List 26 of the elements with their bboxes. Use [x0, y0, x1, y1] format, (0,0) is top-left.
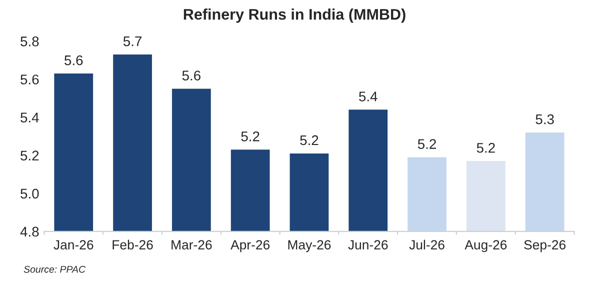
x-tick-label: Jan-26: [54, 240, 94, 250]
source-note: Source: PPAC: [24, 266, 86, 273]
data-label: 5.6: [64, 55, 83, 66]
data-label: 5.7: [123, 36, 142, 46]
data-label: 5.2: [418, 139, 436, 149]
data-label: 5.6: [182, 70, 200, 80]
x-tick-label: Jun-26: [348, 240, 388, 250]
x-tick-label: Feb-26: [112, 240, 153, 250]
data-label: 5.2: [476, 142, 495, 153]
data-label: 5.4: [359, 92, 378, 102]
y-tick-label: 5.6: [20, 74, 39, 84]
data-label: 5.3: [536, 114, 554, 124]
y-tick-label: 4.8: [20, 226, 39, 237]
data-label: 5.2: [241, 132, 260, 142]
y-tick-label: 5.8: [20, 36, 39, 46]
x-tick-label: Apr-26: [230, 240, 270, 252]
x-tick-label: Aug-26: [464, 240, 507, 252]
y-tick-label: 5.2: [20, 150, 39, 161]
x-tick-label: Sep-26: [524, 240, 566, 252]
y-tick-label: 5.0: [20, 188, 39, 199]
data-label: 5.2: [300, 135, 318, 146]
y-tick-label: 5.4: [20, 112, 39, 122]
x-tick-label: Mar-26: [172, 240, 212, 250]
x-tick-label: May-26: [288, 240, 331, 252]
x-tick-label: Jul-26: [409, 240, 444, 250]
chart-title: Refinery Runs in India (MMBD): [184, 8, 406, 23]
